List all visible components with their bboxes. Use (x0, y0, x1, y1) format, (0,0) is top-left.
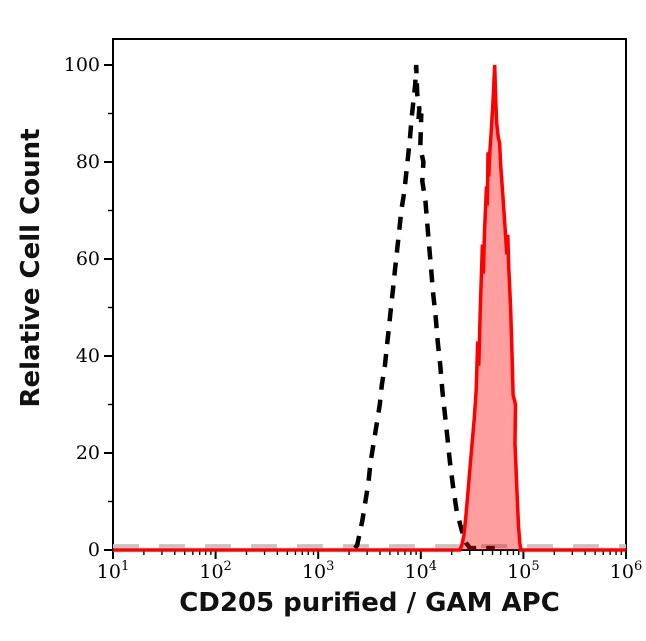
x-tick-label: 105 (507, 559, 539, 583)
y-tick-label: 0 (88, 539, 100, 561)
x-tick-label: 102 (199, 559, 231, 583)
x-tick-label: 101 (97, 559, 129, 583)
y-tick-label: 40 (76, 345, 100, 367)
y-tick-label: 60 (76, 248, 100, 270)
black-dashed-histogram (353, 64, 495, 551)
x-axis-label: CD205 purified / GAM APC (179, 588, 560, 618)
y-tick-label: 100 (64, 54, 100, 76)
x-tick-label: 104 (405, 559, 437, 583)
y-tick-label: 80 (76, 151, 100, 173)
y-axis-ticks: 0 20 40 60 80 100 (64, 54, 113, 561)
x-tick-label: 106 (610, 559, 642, 583)
red-filled-histogram-fill (113, 65, 626, 550)
y-tick-label: 20 (76, 442, 100, 464)
red-filled-histogram (113, 64, 626, 552)
x-axis-ticks: 101 102 103 104 105 106 (97, 550, 642, 583)
x-tick-label: 103 (302, 559, 334, 583)
y-axis-label: Relative Cell Count (16, 128, 46, 408)
